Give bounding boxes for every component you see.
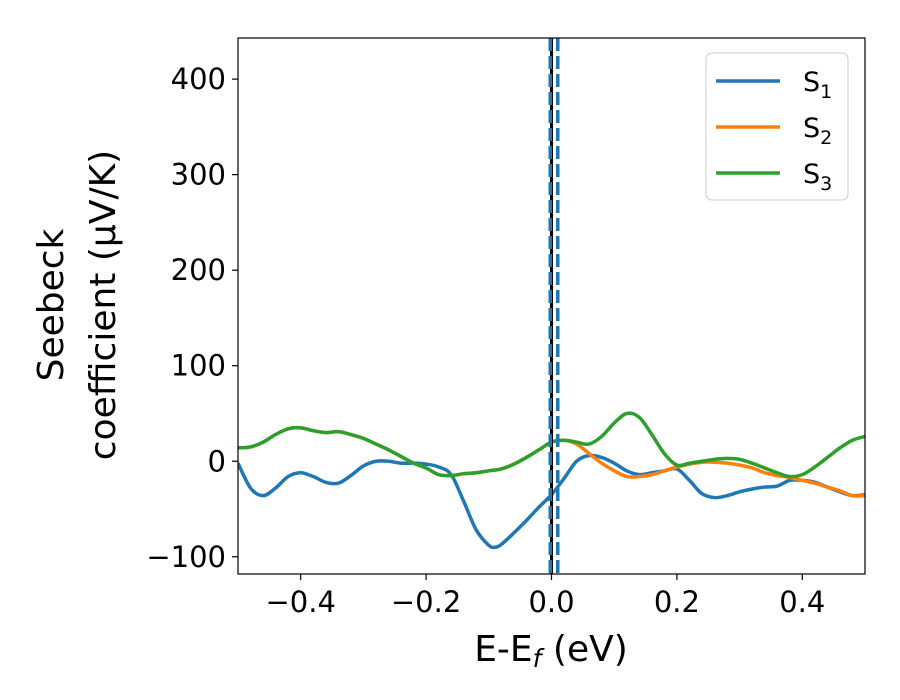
legend-label-s3: S3 [803,159,832,195]
series-line-s1 [238,453,865,550]
y-axis-label-line2: coefficient (μV/K) [83,150,124,460]
x-tick-label: 0.4 [779,585,825,619]
legend-label-s1: S1 [803,67,832,103]
y-tick-label: 100 [171,349,226,383]
legend: S1 S2 S3 [705,52,849,201]
y-tick-label: 200 [171,253,226,287]
x-axis-label-unit: (eV) [541,629,627,670]
x-axis-ticks: −0.4 −0.2 0.0 0.2 0.4 [265,574,825,619]
x-tick-label: 0.2 [654,585,700,619]
x-tick-label: −0.4 [265,585,335,619]
y-axis-label-line1: Seebeck [31,228,72,381]
y-tick-label: 0 [208,444,226,478]
legend-label-s2: S2 [803,113,832,149]
y-axis-ticks: −100 0 100 200 300 400 [146,62,238,574]
y-axis-label: Seebeck coefficient (μV/K) [31,150,124,460]
x-tick-label: −0.2 [391,585,461,619]
x-axis-label-main: E-E [474,629,532,670]
x-tick-label: 0.0 [528,585,574,619]
y-tick-label: −100 [146,540,226,574]
y-tick-label: 400 [171,62,226,96]
y-tick-label: 300 [171,158,226,192]
vertical-line-layer [548,38,560,574]
x-axis-label: E-Ef (eV) [474,629,628,673]
